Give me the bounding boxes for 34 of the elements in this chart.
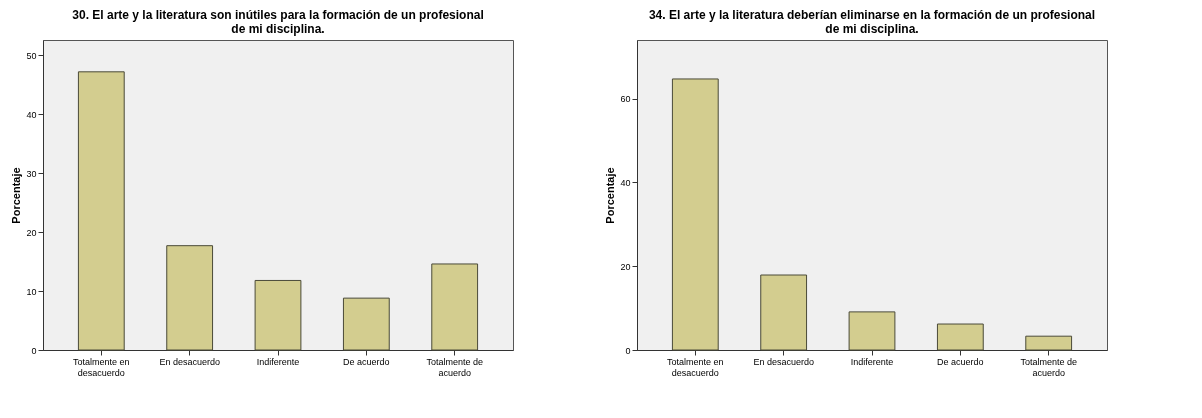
y-tick-label: 40 xyxy=(620,177,631,188)
bar xyxy=(77,71,125,351)
y-tick-label: 30 xyxy=(26,168,37,179)
x-tick-label: Totalmente de acuerdo xyxy=(1020,356,1077,378)
y-axis-title: Porcentaje xyxy=(604,167,617,224)
x-tick-label: En desacuerdo xyxy=(159,356,220,367)
bar xyxy=(431,263,479,351)
bar xyxy=(342,297,390,351)
bar xyxy=(848,311,896,351)
bar xyxy=(254,279,302,351)
x-tick-label: Totalmente en desacuerdo xyxy=(73,356,130,378)
y-tick-label: 0 xyxy=(625,345,631,356)
chart-title: 30. El arte y la literatura son inútiles para la formación de un profesional de mi disciplina. xyxy=(72,8,484,36)
bar xyxy=(936,323,984,351)
x-tick-label: Indiferente xyxy=(850,356,894,367)
x-tick-label: De acuerdo xyxy=(343,356,390,367)
x-tick-label: Totalmente en desacuerdo xyxy=(667,356,724,378)
bar xyxy=(760,274,808,351)
x-tick-label: Indiferente xyxy=(256,356,300,367)
y-tick-label: 20 xyxy=(620,261,631,272)
y-tick-label: 60 xyxy=(620,94,631,105)
bar xyxy=(1025,335,1073,351)
y-tick-label: 40 xyxy=(26,109,37,120)
y-tick-label: 0 xyxy=(31,345,37,356)
x-tick-label: En desacuerdo xyxy=(753,356,814,367)
y-tick-label: 20 xyxy=(26,227,37,238)
x-tick-label: Totalmente de acuerdo xyxy=(426,356,483,378)
y-axis-title: Porcentaje xyxy=(10,167,23,224)
chart-title: 34. El arte y la literatura deberían eliminarse en la formación de un profesional de mi disciplina. xyxy=(648,8,1096,36)
bar xyxy=(671,78,719,351)
y-tick-label: 50 xyxy=(26,50,37,61)
bar xyxy=(166,245,214,351)
y-tick-label: 10 xyxy=(26,286,37,297)
x-tick-label: De acuerdo xyxy=(937,356,984,367)
